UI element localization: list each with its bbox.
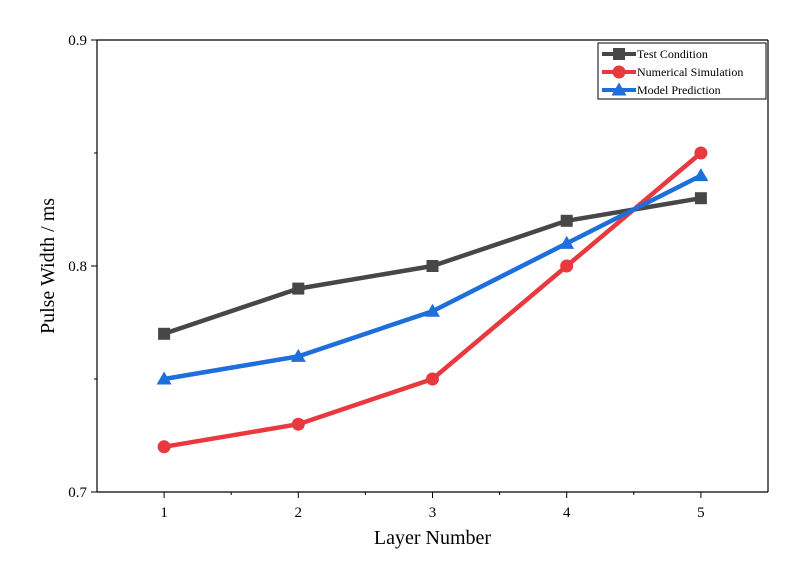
data-point <box>292 282 305 295</box>
data-point <box>694 146 708 160</box>
legend-label: Model Prediction <box>637 83 721 97</box>
series-test-condition <box>158 192 707 340</box>
data-point <box>426 372 439 386</box>
x-axis-title: Layer Number <box>374 527 492 549</box>
legend-swatch-marker <box>611 82 627 96</box>
data-point <box>290 348 306 362</box>
data-point <box>694 192 707 205</box>
data-point <box>156 371 172 385</box>
y-tick-label: 0.9 <box>68 33 87 49</box>
data-point <box>560 214 573 227</box>
data-point <box>157 440 171 454</box>
y-tick-label: 0.7 <box>68 485 87 501</box>
legend-item: Numerical Simulation <box>602 65 743 79</box>
x-tick-label: 1 <box>160 505 168 521</box>
data-point <box>426 260 439 272</box>
data-point <box>560 259 574 273</box>
series-line <box>163 173 702 382</box>
series-line <box>163 151 703 450</box>
legend-item: Test Condition <box>602 47 708 61</box>
data-point <box>291 417 305 431</box>
legend-label: Test Condition <box>637 47 708 61</box>
data-point <box>693 168 709 182</box>
legend: Test Condition Numerical Simulation Model … <box>597 42 767 100</box>
legend-swatch-marker <box>613 48 625 60</box>
legend-item: Model Prediction <box>602 82 721 97</box>
legend-label: Numerical Simulation <box>637 65 743 79</box>
x-tick-label: 4 <box>563 505 571 521</box>
tick-labels: 1 2 3 4 5 0.7 0.8 0.9 <box>68 33 704 521</box>
series-layer <box>156 146 709 454</box>
series-numerical-simulation <box>157 146 708 454</box>
series-model-prediction <box>156 168 709 385</box>
x-tick-label: 5 <box>697 505 705 521</box>
data-point <box>559 235 575 249</box>
tick-marks <box>91 39 702 498</box>
y-axis-title: Pulse Width / ms <box>37 198 59 334</box>
legend-swatch-marker <box>612 65 626 79</box>
x-tick-label: 3 <box>429 505 437 521</box>
x-tick-label: 2 <box>295 505 303 521</box>
data-point <box>425 303 440 317</box>
y-tick-label: 0.8 <box>68 259 87 275</box>
data-point <box>158 327 171 340</box>
